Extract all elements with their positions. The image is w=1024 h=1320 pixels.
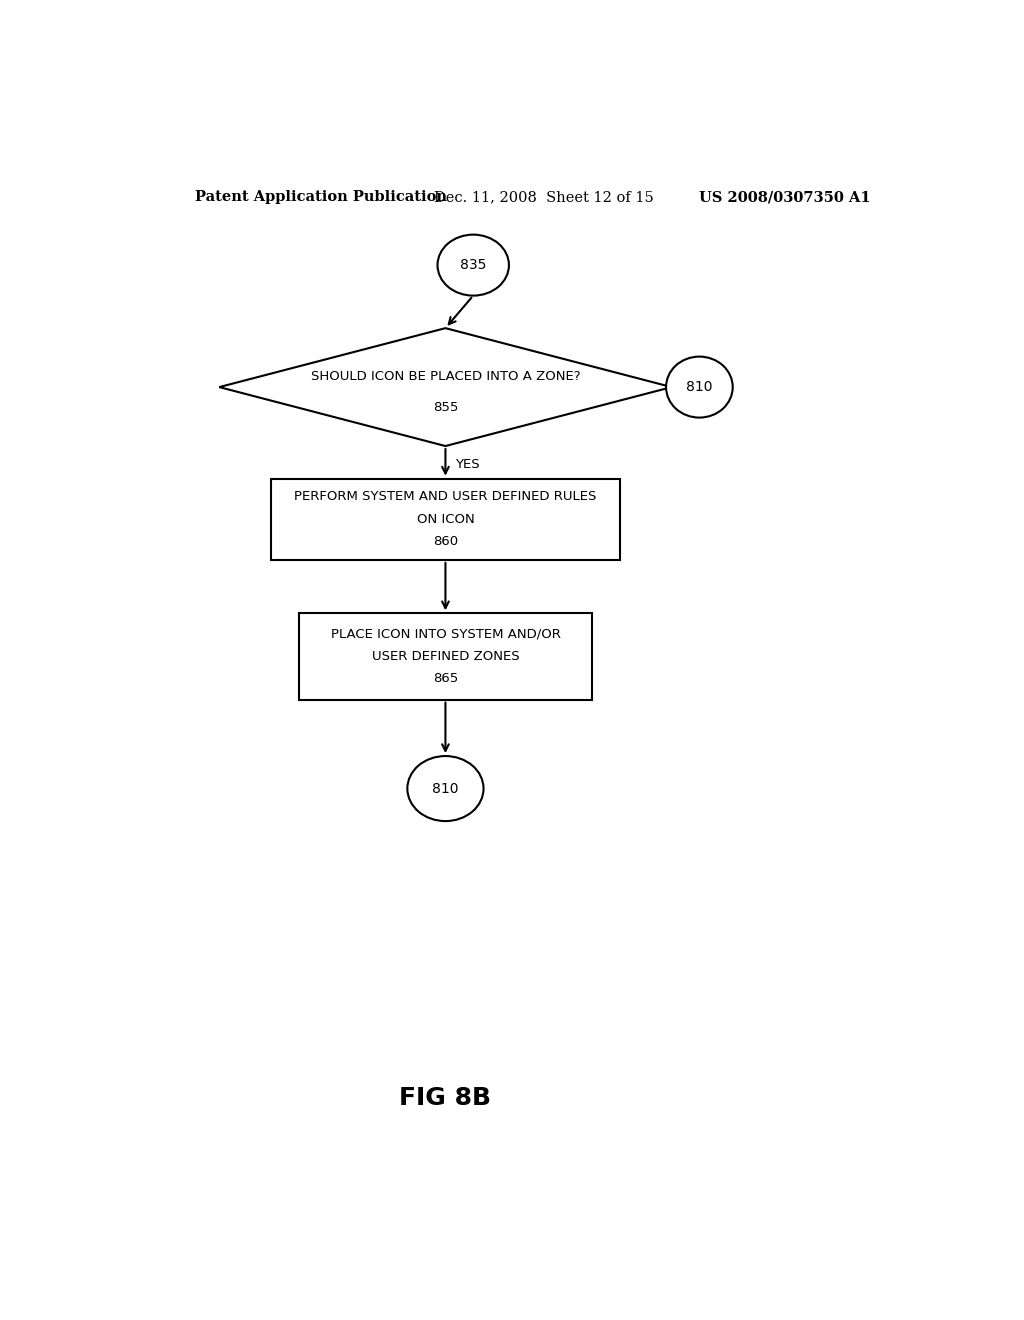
Bar	[270, 479, 620, 560]
Text: 860: 860	[433, 535, 458, 548]
Text: YES: YES	[455, 458, 479, 471]
Text: 835: 835	[460, 259, 486, 272]
Text: 865: 865	[433, 672, 458, 685]
Ellipse shape	[666, 356, 733, 417]
Text: Dec. 11, 2008  Sheet 12 of 15: Dec. 11, 2008 Sheet 12 of 15	[433, 190, 653, 205]
Text: ON ICON: ON ICON	[417, 512, 474, 525]
Text: Patent Application Publication: Patent Application Publication	[196, 190, 447, 205]
Text: NO: NO	[680, 362, 699, 375]
Polygon shape	[219, 329, 672, 446]
Text: US 2008/0307350 A1: US 2008/0307350 A1	[699, 190, 871, 205]
Text: USER DEFINED ZONES: USER DEFINED ZONES	[372, 649, 519, 663]
Text: 855: 855	[433, 401, 458, 414]
Text: PLACE ICON INTO SYSTEM AND/OR: PLACE ICON INTO SYSTEM AND/OR	[331, 627, 560, 640]
Text: 810: 810	[686, 380, 713, 395]
Text: SHOULD ICON BE PLACED INTO A ZONE?: SHOULD ICON BE PLACED INTO A ZONE?	[310, 371, 581, 383]
Text: PERFORM SYSTEM AND USER DEFINED RULES: PERFORM SYSTEM AND USER DEFINED RULES	[294, 490, 597, 503]
Text: 810: 810	[432, 781, 459, 796]
Text: FIG 8B: FIG 8B	[399, 1085, 492, 1110]
Ellipse shape	[437, 235, 509, 296]
Bar	[299, 614, 592, 700]
Ellipse shape	[408, 756, 483, 821]
